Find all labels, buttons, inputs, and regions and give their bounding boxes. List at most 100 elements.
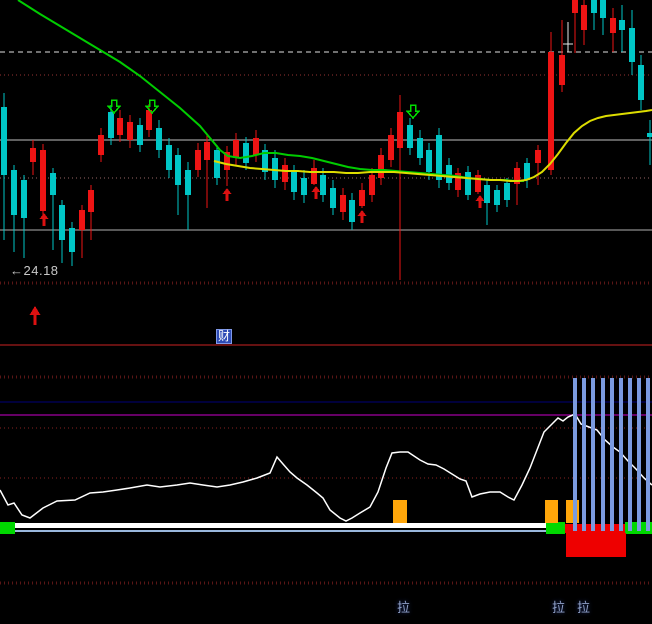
blue-signal-bar	[646, 378, 650, 531]
candle-body	[175, 155, 181, 185]
candle-body	[610, 18, 616, 33]
la-signal-label: 拉	[577, 600, 591, 615]
candle-body	[59, 205, 65, 240]
candle-body	[11, 170, 17, 215]
candle-body	[397, 112, 403, 148]
candle-body	[330, 188, 336, 208]
blue-signal-bar	[610, 378, 614, 531]
buy-arrow-icon	[39, 213, 49, 226]
candle-body	[465, 172, 471, 195]
candle-body	[185, 170, 191, 195]
candle-body	[233, 140, 239, 158]
candle-body	[436, 135, 442, 180]
buy-arrow-icon	[475, 195, 485, 208]
candle-body	[117, 118, 123, 135]
candle-body	[291, 172, 297, 192]
candle-body	[494, 190, 500, 205]
band-red-box	[566, 533, 626, 557]
candle-body	[349, 200, 355, 222]
candle-body	[600, 0, 606, 18]
candle-body	[591, 0, 597, 13]
candle-body	[30, 148, 36, 162]
blue-signal-bar	[601, 378, 605, 531]
candle-body	[340, 195, 346, 212]
candle-body	[195, 150, 201, 170]
candle-body	[301, 178, 307, 195]
candle-body	[127, 122, 133, 140]
orange-volume-bar	[393, 500, 407, 523]
candle-body	[40, 150, 46, 211]
buy-arrow-icon	[311, 186, 321, 199]
price-low-label: ←24.18	[10, 263, 59, 278]
candle-body	[446, 165, 452, 183]
indicator-white-line	[0, 413, 652, 522]
candle-body	[359, 190, 365, 206]
blue-signal-bar	[591, 378, 595, 531]
candle-body	[572, 0, 578, 13]
sell-arrow-icon	[405, 104, 421, 120]
orange-volume-bar	[566, 500, 579, 523]
candle-body	[484, 185, 490, 203]
candle-body	[619, 20, 625, 30]
cai-signal-badge: 财	[216, 329, 233, 344]
candle-body	[504, 183, 510, 200]
band-green-block	[0, 522, 15, 534]
candle-body	[311, 168, 317, 184]
buy-arrow-icon	[222, 188, 232, 201]
candle-body	[475, 175, 481, 192]
candle-body	[137, 125, 143, 145]
candle-body	[629, 28, 635, 62]
candle-body	[88, 190, 94, 212]
buy-arrow-icon	[29, 306, 41, 325]
sell-arrow-icon	[144, 99, 160, 115]
candle-body	[224, 152, 230, 170]
candle-body	[272, 158, 278, 180]
candle-body	[69, 228, 75, 252]
band-green-block	[546, 522, 565, 534]
candle-body	[262, 150, 268, 172]
candle-body	[50, 173, 56, 195]
candle-body	[146, 110, 152, 130]
candle-body	[407, 125, 413, 148]
candle-body	[79, 210, 85, 230]
candle-body	[378, 155, 384, 178]
candle-body	[426, 150, 432, 172]
blue-signal-bar	[619, 378, 623, 531]
sell-arrow-icon	[106, 99, 122, 115]
candle-body	[524, 163, 530, 180]
candle-body	[253, 138, 259, 155]
candle-body	[98, 135, 104, 155]
candle-body	[214, 150, 220, 178]
candle-body	[514, 168, 520, 184]
blue-signal-bar	[637, 378, 641, 531]
ma-slow-line	[17, 0, 524, 182]
candle-body	[638, 65, 644, 100]
orange-volume-bar	[545, 500, 558, 523]
candle-body	[581, 5, 587, 30]
ma-fast-line	[213, 109, 652, 182]
la-signal-label: 拉	[397, 600, 411, 615]
la-signal-label: 拉	[552, 600, 566, 615]
candle-body	[21, 180, 27, 218]
candle-body	[417, 138, 423, 158]
band-white-strip	[0, 523, 546, 528]
buy-arrow-icon	[357, 210, 367, 223]
blue-signal-bar	[573, 378, 577, 531]
candle-body	[156, 128, 162, 150]
candle-body	[243, 143, 249, 163]
candle-body	[369, 175, 375, 195]
candle-body	[455, 173, 461, 190]
blue-signal-bar	[582, 378, 586, 531]
candle-body	[320, 175, 326, 195]
candle-body	[647, 133, 652, 137]
blue-signal-bar	[628, 378, 632, 531]
candle-body	[559, 55, 565, 85]
candle-body	[282, 165, 288, 182]
candle-body	[548, 52, 554, 170]
candle-body	[108, 112, 114, 138]
candle-body	[535, 150, 541, 163]
candle-body	[166, 145, 172, 170]
candle-body	[204, 142, 210, 160]
